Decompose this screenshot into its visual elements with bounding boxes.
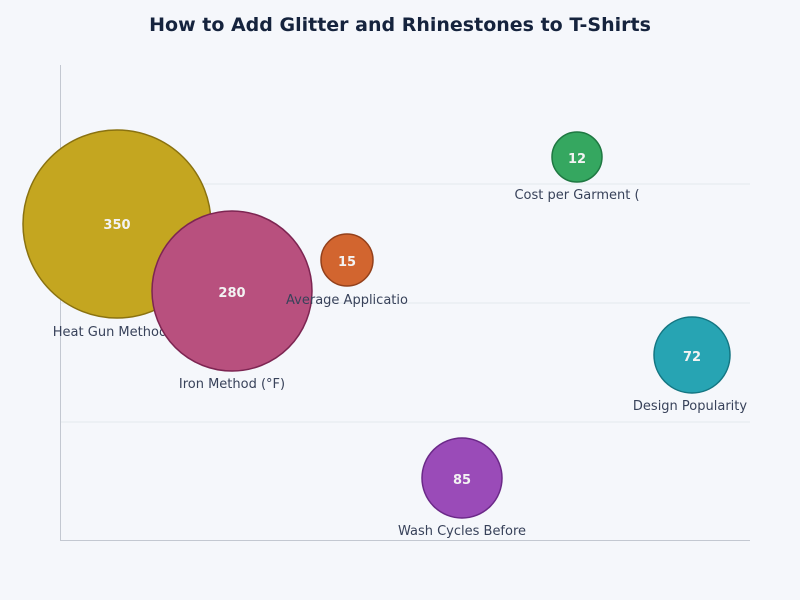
bubble-iron-method[interactable]: 280 Iron Method (°F)	[151, 210, 313, 392]
bubble-value: 15	[338, 255, 356, 270]
bubble-circle[interactable]	[320, 233, 374, 287]
bubble-design-popularity[interactable]: 72 Design Popularity	[633, 316, 747, 414]
bubble-value: 85	[453, 473, 471, 488]
bubble-label: Design Popularity	[633, 399, 747, 414]
bubble-average-application[interactable]: 15 Average Applicatio	[286, 233, 408, 308]
bubble-circle[interactable]	[421, 437, 503, 519]
bubble-label: Average Applicatio	[286, 293, 408, 308]
bubble-circle[interactable]	[551, 131, 603, 183]
bubble-label: Cost per Garment (	[514, 188, 639, 203]
bubble-value: 12	[568, 152, 586, 167]
bubble-label: Iron Method (°F)	[179, 377, 285, 392]
bubble-wash-cycles[interactable]: 85 Wash Cycles Before	[398, 437, 526, 539]
bubble-label: Wash Cycles Before	[398, 524, 526, 539]
bubble-circle[interactable]	[653, 316, 731, 394]
bubble-value: 350	[103, 218, 130, 233]
bubble-value: 72	[683, 350, 701, 365]
bubble-cost-per-garment[interactable]: 12 Cost per Garment (	[514, 131, 640, 203]
chart-title: How to Add Glitter and Rhinestones to T-…	[149, 14, 651, 36]
bubble-value: 280	[218, 286, 245, 301]
bubble-circle[interactable]	[151, 210, 313, 372]
bubble-label: Heat Gun Method	[53, 325, 167, 340]
